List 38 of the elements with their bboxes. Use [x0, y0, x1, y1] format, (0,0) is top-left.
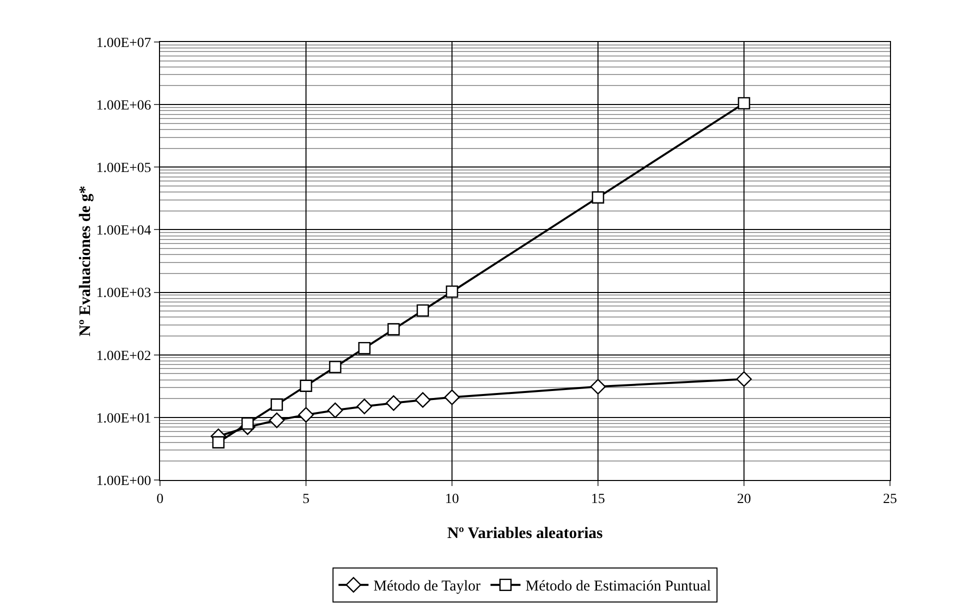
- point: [738, 97, 750, 110]
- point: [358, 342, 371, 354]
- point: [590, 378, 606, 394]
- point: [300, 380, 312, 392]
- x-tick-label: 20: [737, 492, 751, 507]
- point: [446, 285, 458, 298]
- x-tick-label: 25: [883, 492, 897, 507]
- point: [212, 436, 225, 448]
- x-tick-label: 15: [591, 492, 605, 507]
- y-tick-label: 1.00E+06: [96, 98, 152, 114]
- y-tick-label: 1.00E+02: [96, 348, 152, 364]
- x-tick-label: 10: [445, 492, 459, 507]
- y-tick-label: 1.00E+05: [96, 161, 152, 176]
- point: [329, 360, 342, 374]
- x-axis-title: Nº Variables aleatorias: [447, 525, 603, 542]
- y-tick-label: 1.00E+07: [96, 36, 152, 51]
- point: [415, 392, 431, 408]
- point: [592, 191, 604, 204]
- point: [736, 371, 752, 387]
- point: [327, 402, 343, 418]
- y-tick-label: 1.00E+03: [96, 286, 152, 302]
- point: [387, 323, 400, 336]
- y-tick-label: 1.00E+00: [96, 474, 152, 489]
- point: [416, 304, 429, 317]
- point: [386, 395, 402, 411]
- y-tick-label: 1.00E+04: [96, 224, 152, 239]
- x-tick-label: 0: [156, 492, 164, 507]
- point: [356, 398, 372, 414]
- point: [298, 407, 314, 423]
- y-tick-label: 1.00E+01: [96, 411, 152, 426]
- point: [270, 398, 283, 411]
- y-axis-title: Nº Evaluaciones de g*: [77, 186, 94, 336]
- legend-label: Método de Estimación Puntual: [526, 578, 711, 595]
- point: [241, 417, 254, 430]
- point: [444, 389, 460, 406]
- x-tick-label: 5: [302, 492, 310, 507]
- point: [269, 412, 285, 428]
- legend-label: Método de Taylor: [374, 578, 480, 595]
